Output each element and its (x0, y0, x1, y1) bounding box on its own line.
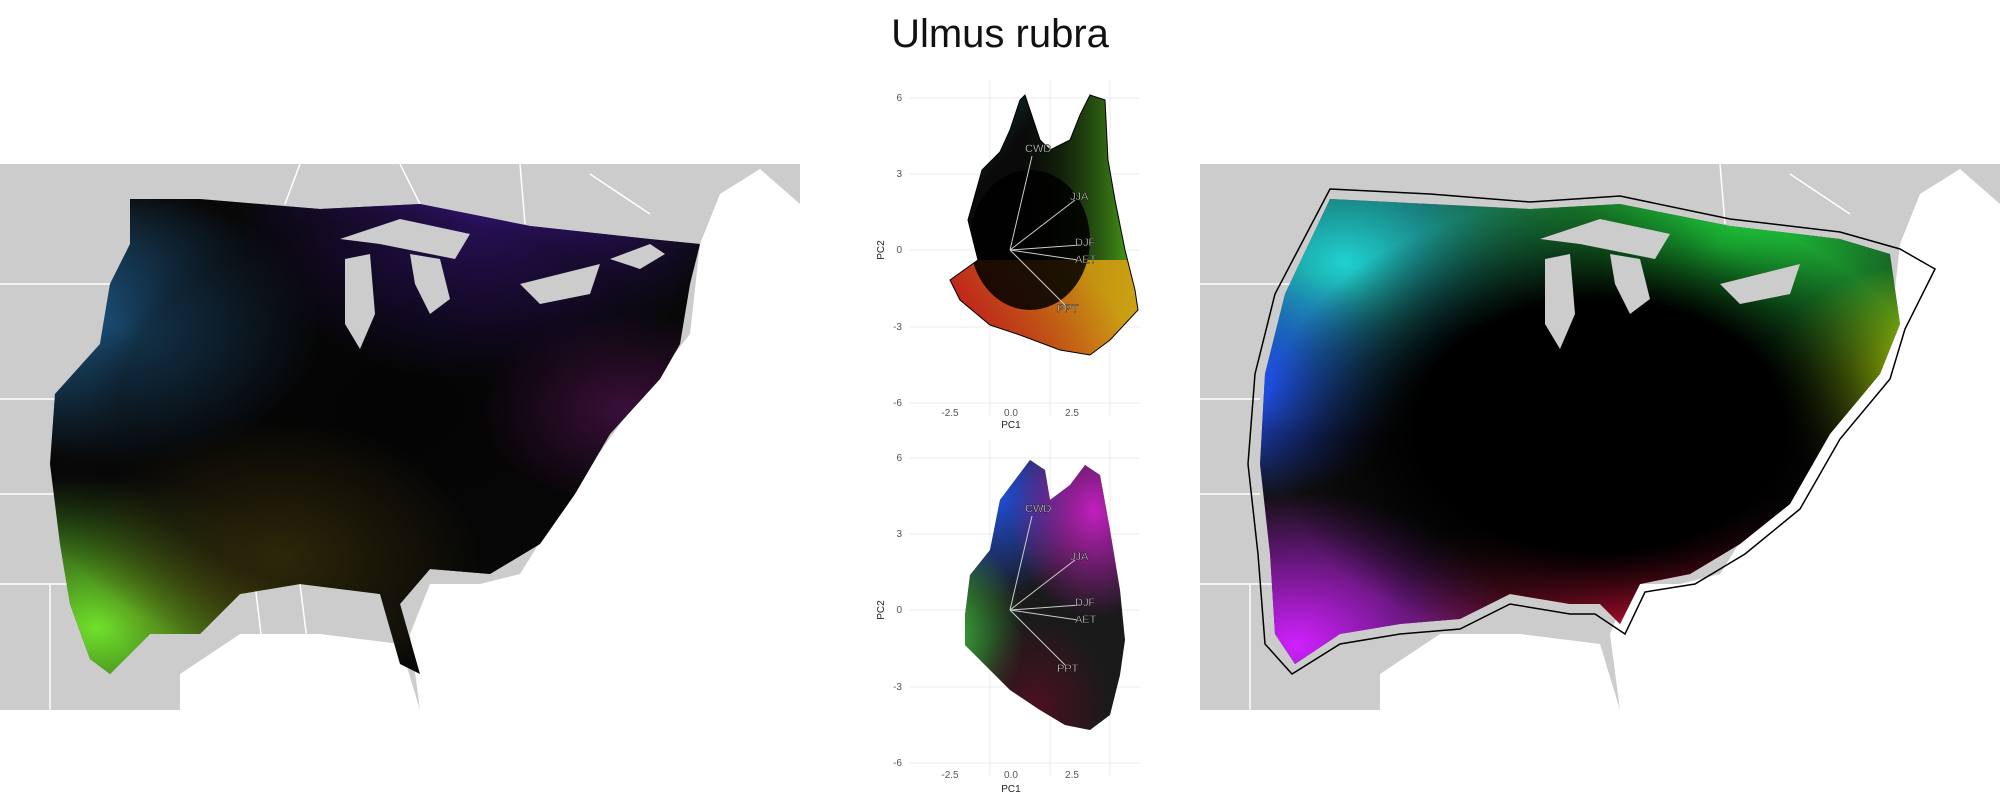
ocean (1610, 169, 2000, 710)
ocean (410, 169, 800, 710)
pca-top-vector-cwd: CWD (1025, 143, 1051, 155)
left-range-map (0, 164, 800, 710)
pca-top-vectors (1009, 155, 1081, 306)
pca-bottom-vectors (1009, 515, 1081, 666)
pca-top-xtick: -2.5 (941, 408, 959, 419)
pca-bottom-xlabel: PC1 (1001, 784, 1021, 795)
pca-panel-top: CWD JJA DJF AET PPT 6 3 0 -3 -6 -2.5 0.0… (876, 80, 1140, 430)
great-lakes (340, 219, 665, 349)
pca-top-xtick: 0.0 (1004, 408, 1018, 419)
pca-top-ytick: 0 (896, 245, 902, 256)
range-hull-outline (1247, 188, 1936, 675)
pca-bottom-points (965, 460, 1125, 730)
pca-top-vector-aet: AET (1075, 254, 1097, 266)
pca-bottom-vector-jja: JJA (1070, 551, 1089, 563)
pca-bottom-ytick: 6 (896, 453, 902, 464)
great-lakes (1540, 219, 1800, 349)
pca-panel-bottom: CWD JJA DJF AET PPT 6 3 0 -3 -6 -2.5 0.0… (876, 440, 1140, 795)
pca-bottom-vector-djf: DJF (1075, 597, 1095, 609)
pca-bottom-ylabel: PC2 (876, 600, 887, 620)
gulf-of-mexico (1380, 634, 1620, 710)
pca-bottom-vector-cwd: CWD (1025, 503, 1051, 515)
pca-bottom-ytick: -6 (893, 758, 902, 769)
pca-top-ytick: -3 (893, 322, 902, 333)
pca-top-vector-djf: DJF (1075, 237, 1095, 249)
pca-top-ytick: -6 (893, 398, 902, 409)
figure-title: Ulmus rubra (891, 12, 1109, 56)
pca-bottom-ytick: 0 (896, 605, 902, 616)
gulf-of-mexico (180, 634, 420, 710)
pca-bottom-vector-aet: AET (1075, 614, 1097, 626)
pca-top-ytick: 3 (896, 169, 902, 180)
pca-top-xtick: 2.5 (1065, 408, 1079, 419)
pca-top-ytick: 6 (896, 93, 902, 104)
pca-top-hull-outline (949, 94, 1139, 356)
pca-top-vector-ppt: PPT (1057, 303, 1079, 315)
pca-top-ylabel: PC2 (876, 240, 887, 260)
pca-bottom-ytick: 3 (896, 529, 902, 540)
pca-top-xlabel: PC1 (1001, 420, 1021, 430)
pca-bottom-xtick: 0.0 (1004, 770, 1018, 781)
pca-top-vector-jja: JJA (1070, 191, 1089, 203)
pca-bottom-ytick: -3 (893, 682, 902, 693)
pca-bottom-xtick: -2.5 (941, 770, 959, 781)
pca-bottom-xtick: 2.5 (1065, 770, 1079, 781)
pca-top-hull (950, 95, 1138, 355)
pca-bottom-vector-ppt: PPT (1057, 663, 1079, 675)
right-range-map (1200, 164, 2000, 710)
